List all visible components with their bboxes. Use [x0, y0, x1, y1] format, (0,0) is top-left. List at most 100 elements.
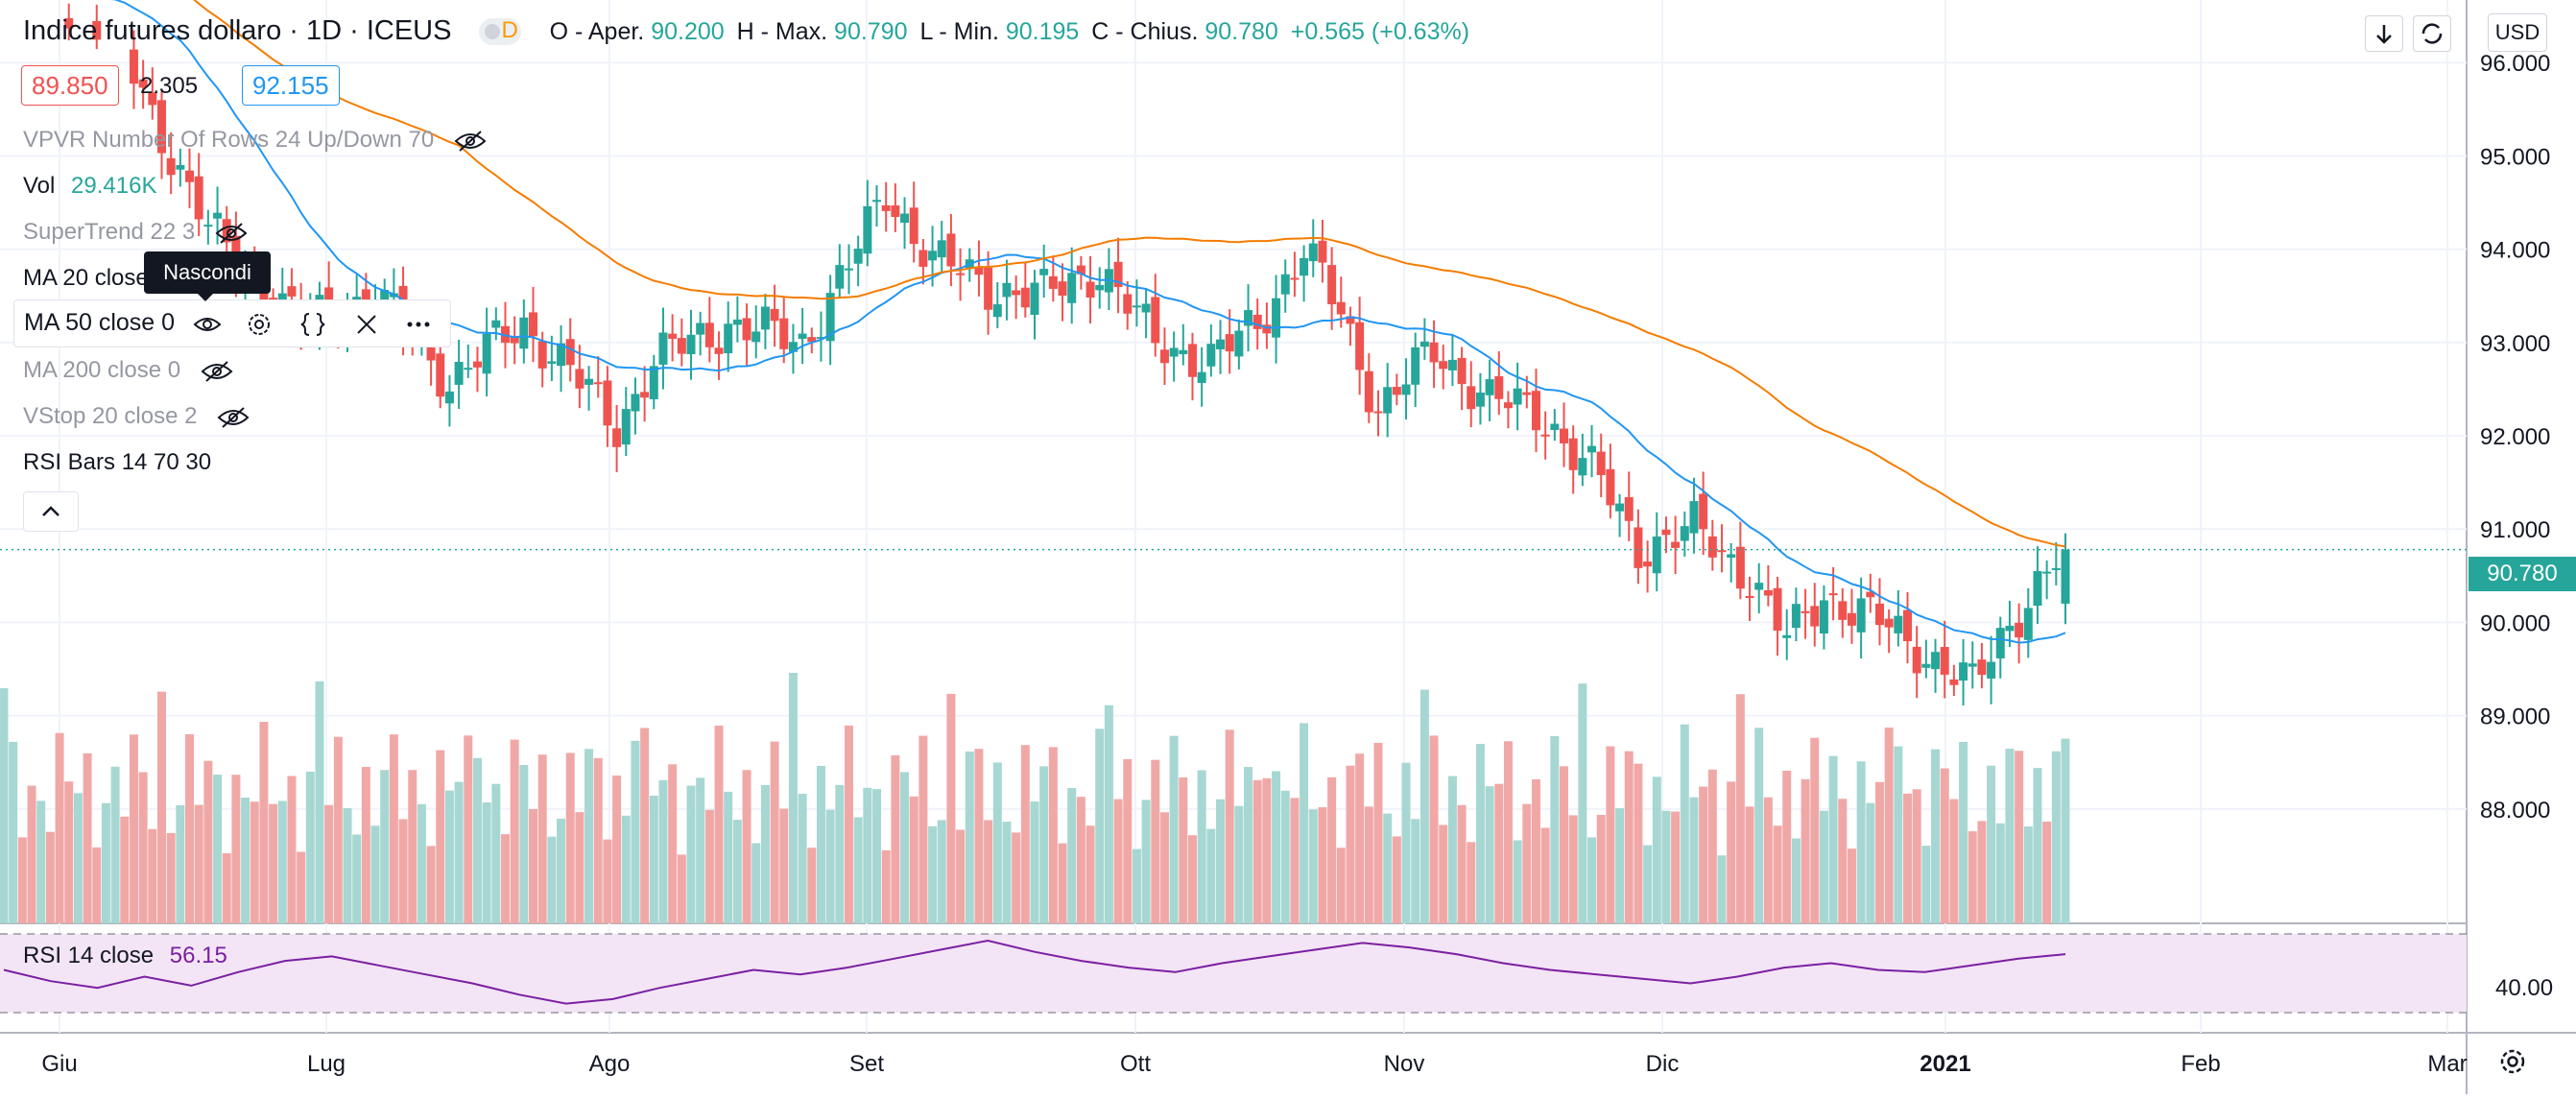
candle-body	[324, 287, 334, 311]
hide-tooltip: Nascondi	[144, 251, 271, 301]
candle-body	[92, 20, 102, 40]
source-code-icon[interactable]	[298, 310, 327, 339]
volume-bar	[714, 725, 724, 923]
indicator-ma20[interactable]: MA 20 close	[23, 265, 149, 292]
eye-icon[interactable]	[193, 310, 222, 339]
volume-bar	[73, 793, 83, 923]
candle-body	[1058, 281, 1067, 297]
volume-bar	[1392, 836, 1401, 923]
candle-body	[1884, 618, 1894, 628]
more-options-icon[interactable]	[404, 310, 433, 339]
volume-bar	[1234, 805, 1244, 923]
candle-body	[1782, 634, 1792, 638]
data-status-badge[interactable]: D	[478, 17, 521, 46]
volume-bar	[203, 760, 213, 923]
volume-bar	[1810, 737, 1820, 923]
eye-hidden-icon[interactable]	[201, 360, 233, 383]
candle-body	[1727, 554, 1736, 558]
reset-chart-button[interactable]	[2413, 15, 2451, 52]
candle-body	[1680, 526, 1689, 541]
indicator-rsibars[interactable]: RSI Bars 14 70 30	[23, 449, 211, 476]
volume-bar	[677, 854, 686, 923]
collapse-legend-button[interactable]	[23, 491, 79, 532]
indicator-ma50-selected[interactable]: MA 50 close 0	[13, 299, 451, 347]
volume-bar	[844, 725, 853, 923]
close-icon[interactable]	[352, 310, 381, 339]
volume-bar	[2042, 822, 2052, 923]
currency-button[interactable]: USD	[2488, 13, 2547, 52]
volume-bar	[1039, 766, 1049, 923]
candle-body	[1707, 536, 1717, 558]
volume-bar	[519, 764, 529, 923]
volume-bar	[1754, 728, 1764, 923]
volume-bar	[1457, 804, 1467, 923]
indicator-supertrend[interactable]: SuperTrend 22 3	[23, 219, 248, 246]
volume-bar	[1012, 832, 1021, 923]
volume-bar	[176, 804, 185, 923]
ma50-label: MA 50 close 0	[24, 309, 176, 336]
candle-body	[1810, 606, 1820, 627]
volume-bar	[1187, 835, 1197, 923]
volume-bar	[2051, 751, 2061, 923]
volume-bar	[1383, 813, 1393, 923]
y-tick-label: 90.000	[2480, 610, 2550, 636]
volume-bar	[1076, 797, 1085, 923]
sell-price-button[interactable]: 89.850	[21, 65, 119, 106]
candle-body	[732, 319, 742, 325]
candle-body	[612, 428, 622, 447]
candle-body	[426, 341, 436, 361]
candle-body	[1503, 402, 1513, 409]
candle-body	[798, 333, 807, 339]
candle-body	[529, 312, 538, 337]
candle-body	[1560, 428, 1569, 443]
ma50-line	[193, 0, 2066, 548]
volume-bar	[2005, 749, 2015, 923]
volume-bar	[1327, 776, 1337, 923]
candle-body	[203, 225, 213, 227]
eye-hidden-icon[interactable]	[454, 130, 487, 153]
volume-bar	[1949, 799, 1959, 923]
scroll-down-button[interactable]	[2365, 15, 2403, 52]
volume-bar	[593, 757, 603, 923]
candle-body	[937, 240, 946, 258]
volume-bar	[0, 688, 9, 923]
volume-bar	[1002, 822, 1012, 923]
symbol-title[interactable]: Indice futures dollaro · 1D · ICEUS	[23, 15, 452, 46]
volume-bar	[965, 751, 974, 923]
chart-settings-gear-icon[interactable]	[2495, 1044, 2530, 1079]
candle-body	[853, 249, 863, 264]
volume-bar	[1596, 814, 1606, 923]
candle-body	[64, 17, 74, 29]
volume-bar	[156, 691, 166, 923]
candle-body	[779, 318, 789, 349]
vstop-label: VStop 20 close 2	[23, 403, 198, 429]
candle-body	[1874, 603, 1884, 626]
volume-bar	[1290, 798, 1300, 923]
volume-bar	[1159, 812, 1169, 923]
indicator-ma200[interactable]: MA 200 close 0	[23, 357, 233, 384]
candle-body	[2051, 567, 2061, 570]
candle-body	[1661, 529, 1671, 536]
candle-body	[1206, 344, 1216, 367]
settings-gear-icon[interactable]	[245, 310, 274, 339]
indicator-vpvr[interactable]: VPVR Number Of Rows 24 Up/Down 70	[23, 127, 487, 154]
candle-body	[1634, 527, 1643, 568]
indicator-vstop[interactable]: VStop 20 close 2	[23, 403, 250, 430]
x-tick-label: Set	[849, 1051, 884, 1077]
buy-price-button[interactable]: 92.155	[242, 65, 340, 106]
eye-hidden-icon[interactable]	[217, 406, 250, 429]
candle-body	[1169, 347, 1179, 357]
candle-body	[668, 333, 678, 339]
volume-bar	[621, 815, 631, 923]
rsi-legend[interactable]: RSI 14 close 56.15	[23, 943, 227, 969]
candle-body	[1401, 384, 1411, 395]
indicator-volume[interactable]: Vol 29.416K	[23, 173, 156, 200]
volume-bar	[696, 777, 705, 923]
volume-bar	[1968, 831, 1977, 923]
volume-bar	[1828, 755, 1838, 923]
volume-bar	[537, 754, 547, 923]
volume-bar	[297, 851, 306, 923]
eye-hidden-icon[interactable]	[215, 222, 248, 245]
